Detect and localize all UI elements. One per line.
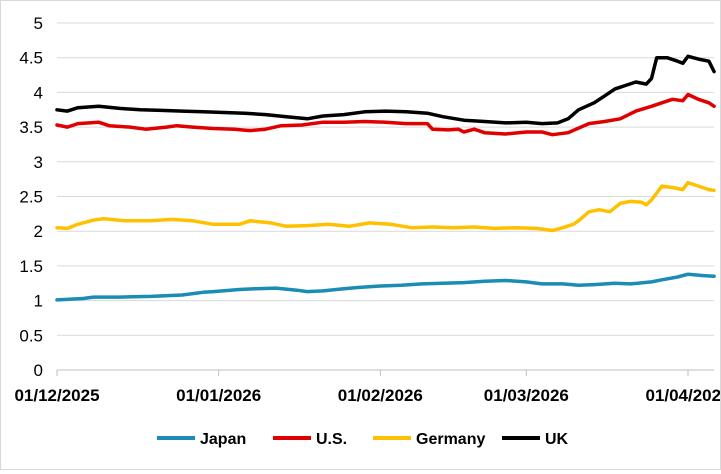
legend-label: UK (545, 431, 569, 448)
legend-label: Germany (416, 431, 485, 448)
legend: Japan U.S. Germany UK (157, 431, 569, 448)
x-tick-label: 01/02/2026 (338, 386, 423, 405)
x-tick-label: 01/12/2025 (14, 386, 99, 405)
axes: 0 0.5 1 1.5 2 2.5 3 3.5 4 4.5 5 01/12/2025 01/01/202… (14, 14, 721, 405)
legend-label: U.S. (316, 431, 347, 448)
x-tick-label: 01/04/2026 (645, 386, 720, 405)
y-tick-label: 3.5 (19, 118, 43, 137)
gridlines (57, 22, 715, 336)
y-tick-label: 5 (34, 14, 43, 33)
y-tick-label: 4 (34, 83, 43, 102)
series-lines (55, 54, 716, 302)
legend-label: Japan (200, 431, 246, 448)
series-line-japan (55, 272, 716, 302)
series-line-us (55, 92, 716, 137)
y-tick-label: 2.5 (19, 188, 43, 207)
y-tick-label: 0 (34, 361, 43, 380)
x-tick-label: 01/01/2026 (176, 386, 261, 405)
series-line-uk (55, 54, 716, 126)
x-tick-label: 01/03/2026 (484, 386, 569, 405)
y-tick-label: 4.5 (19, 49, 43, 68)
y-tick-label: 1 (34, 292, 43, 311)
y-tick-label: 1.5 (19, 257, 43, 276)
y-tick-label: 3 (34, 153, 43, 172)
y-tick-label: 2 (34, 222, 43, 241)
series-line-germany (55, 180, 716, 233)
y-tick-label: 0.5 (19, 326, 43, 345)
